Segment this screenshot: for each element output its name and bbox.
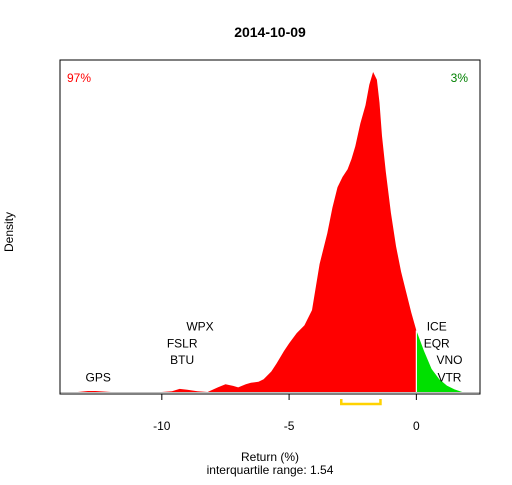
ticker-label-right: ICE [427,320,447,334]
iqr-bracket [340,399,382,406]
ticker-label-right: VTR [437,370,461,384]
ticker-label-left: BTU [170,353,194,367]
negative-density-area [77,72,417,392]
positive-density-area [416,330,463,392]
x-tick-label: -10 [153,419,171,433]
ticker-label-left: WPX [186,320,213,334]
ticker-label-right: VNO [436,353,462,367]
plot-frame [59,59,481,395]
y-axis-label: Density [2,212,16,252]
left-percent-label: 97% [67,71,91,85]
density-layer: -10 -5 0 GPS BTU FSLR WPX VTR VNO EQR ICE [59,59,481,433]
ticker-label-left: FSLR [167,336,198,350]
x-tick-label: 0 [413,419,420,433]
x-tick-label: -5 [284,419,295,433]
ticker-label-left: GPS [86,370,111,384]
x-axis-label: Return (%) [241,450,299,464]
ticker-label-right: EQR [424,336,450,350]
right-percent-label: 3% [451,71,469,85]
iqr-subtitle: interquartile range: 1.54 [207,463,334,477]
chart-title: 2014-10-09 [234,24,306,40]
